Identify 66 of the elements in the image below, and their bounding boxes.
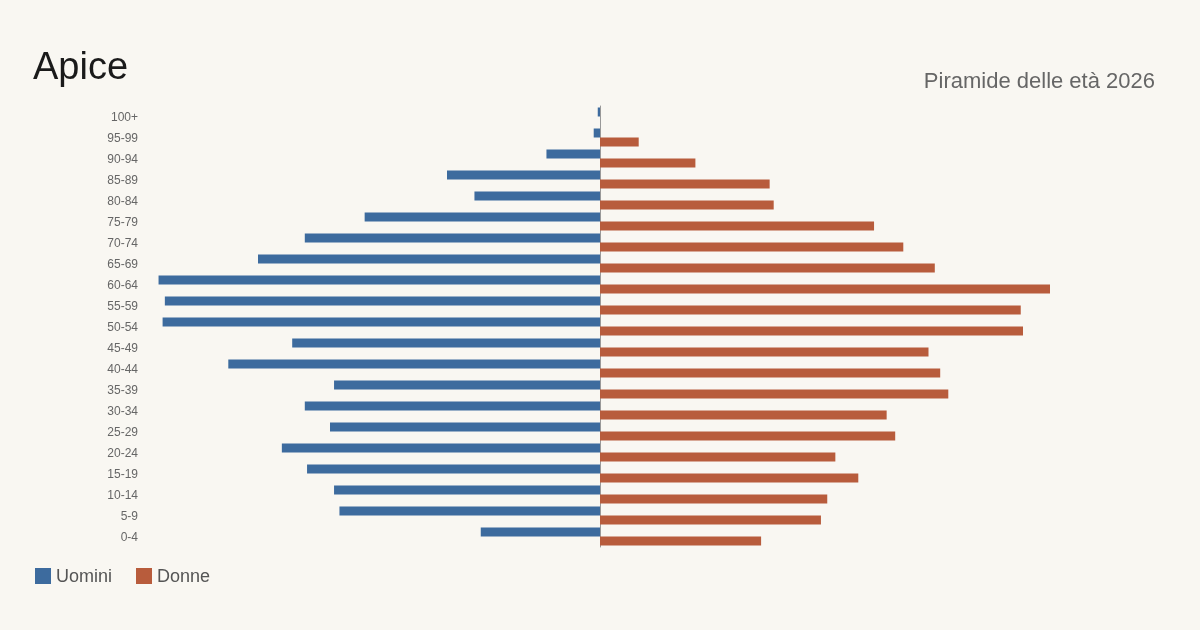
bar [597, 107, 600, 117]
y-tick-label: 40-44 [107, 361, 139, 376]
chart-subtitle: Piramide delle età 2026 [923, 67, 1156, 93]
bar [480, 527, 600, 537]
bar [600, 389, 949, 399]
y-tick-label: 90-94 [107, 151, 139, 166]
bar [600, 473, 859, 483]
bar [334, 380, 600, 390]
bar [339, 506, 600, 516]
bar [304, 233, 600, 243]
bar [600, 431, 896, 441]
bar [600, 515, 821, 525]
bar [600, 536, 762, 546]
bar [474, 191, 600, 201]
bar [164, 296, 600, 306]
y-tick-label: 55-59 [107, 298, 139, 313]
bar [600, 326, 1023, 336]
bar [158, 275, 600, 285]
bar [307, 464, 600, 474]
bar [330, 422, 600, 432]
bar [281, 443, 600, 453]
bar [228, 359, 600, 369]
bar [600, 305, 1021, 315]
y-tick-label: 85-89 [107, 172, 139, 187]
bar [600, 221, 875, 231]
bar [600, 200, 774, 210]
bar [258, 254, 600, 264]
bar [600, 137, 639, 147]
y-tick-label: 80-84 [107, 193, 139, 208]
bar [600, 284, 1050, 294]
y-tick-label: 15-19 [107, 466, 139, 481]
bar [364, 212, 600, 222]
y-tick-label: 45-49 [107, 340, 139, 355]
y-tick-label: 35-39 [107, 382, 139, 397]
y-tick-label: 0-4 [120, 529, 139, 544]
bar [600, 494, 828, 504]
chart-title: Apice [33, 45, 129, 87]
y-tick-label: 30-34 [107, 403, 139, 418]
bar [162, 317, 600, 327]
bar [600, 452, 836, 462]
y-tick-label: 75-79 [107, 214, 139, 229]
y-tick-label: 70-74 [107, 235, 139, 250]
y-tick-label: 20-24 [107, 445, 139, 460]
bar [546, 149, 600, 159]
y-tick-label: 60-64 [107, 277, 139, 292]
bar [600, 242, 904, 252]
y-tick-label: 95-99 [107, 130, 139, 145]
bar [600, 347, 929, 357]
bar [600, 263, 935, 273]
bar [334, 485, 600, 495]
bar [600, 368, 941, 378]
y-tick-label: 50-54 [107, 319, 139, 334]
y-tick-label: 10-14 [107, 487, 139, 502]
legend-label: Donne [157, 566, 211, 586]
bar [600, 179, 770, 189]
y-tick-label: 25-29 [107, 424, 139, 439]
y-tick-label: 5-9 [120, 508, 139, 523]
y-tick-label: 65-69 [107, 256, 139, 271]
bar [447, 170, 600, 180]
legend-label: Uomini [56, 566, 113, 586]
y-tick-label: 100+ [110, 109, 138, 124]
bar [593, 128, 600, 138]
bar [304, 401, 600, 411]
bar [600, 158, 696, 168]
bar [292, 338, 600, 348]
bar [600, 410, 887, 420]
